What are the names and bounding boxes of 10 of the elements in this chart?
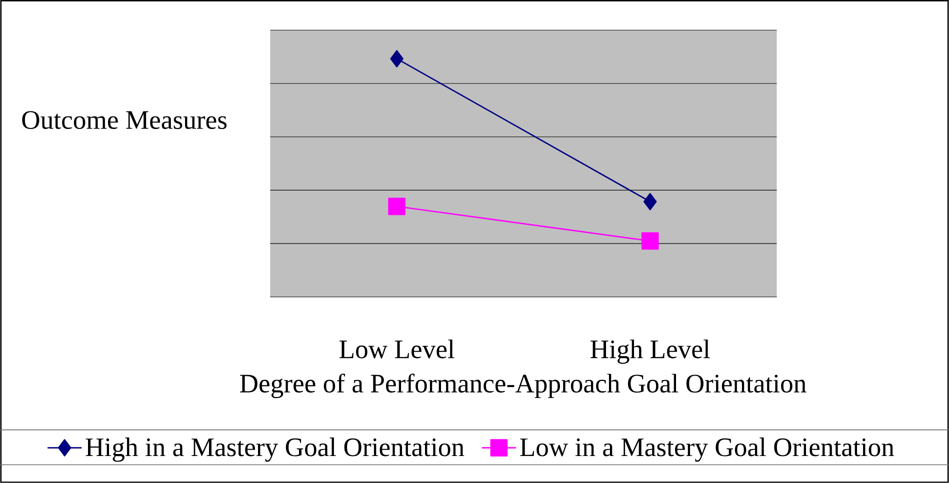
point (390, 50, 404, 68)
point (641, 232, 659, 250)
x-tick-label: Low Level (340, 340, 454, 358)
point (643, 193, 657, 210)
legend-label: High in a Mastery Goal Orientation (86, 438, 464, 462)
point (388, 198, 406, 216)
x-axis-title: Degree of a Performance-Approach Goal Orientation (240, 374, 806, 398)
legend-label: Low in a Mastery Goal Orientation (520, 438, 894, 462)
y-axis-title: Outcome Measures (22, 111, 227, 130)
x-tick-label: High Level (590, 340, 710, 364)
